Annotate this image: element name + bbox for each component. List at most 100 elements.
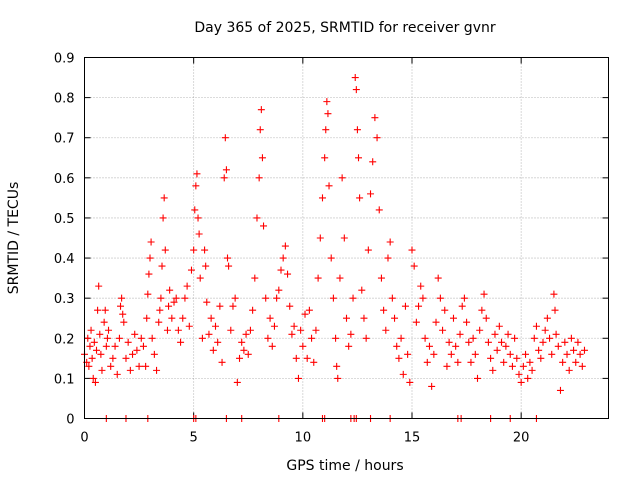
data-point <box>277 266 285 274</box>
data-point <box>511 334 519 342</box>
data-point <box>139 342 147 350</box>
data-point <box>445 338 453 346</box>
data-point <box>205 330 213 338</box>
data-point <box>336 274 344 282</box>
data-point <box>100 318 108 326</box>
data-point <box>192 182 200 190</box>
data-point <box>362 334 370 342</box>
data-point <box>220 174 228 182</box>
data-point <box>163 326 171 334</box>
data-point <box>314 274 322 282</box>
data-point <box>491 330 499 338</box>
data-point <box>97 350 105 358</box>
data-point <box>214 338 222 346</box>
data-point <box>334 374 342 382</box>
data-point <box>157 294 165 302</box>
data-point <box>84 334 92 342</box>
data-point <box>428 382 436 390</box>
data-point <box>270 322 278 330</box>
data-point <box>91 378 99 386</box>
data-point <box>155 318 163 326</box>
data-point <box>165 302 173 310</box>
data-point <box>129 350 137 358</box>
data-point <box>181 294 189 302</box>
data-point <box>251 274 259 282</box>
data-point <box>323 98 331 106</box>
data-point <box>187 266 195 274</box>
data-point <box>338 174 346 182</box>
data-point <box>249 306 257 314</box>
y-tick-label: 0 <box>66 413 74 428</box>
data-point <box>146 254 154 262</box>
data-point <box>382 326 390 334</box>
data-point <box>244 350 252 358</box>
data-point <box>229 302 237 310</box>
data-point <box>572 358 580 366</box>
data-point <box>260 222 268 230</box>
data-point <box>203 298 211 306</box>
data-point <box>415 302 423 310</box>
data-point <box>410 262 418 270</box>
data-point <box>137 334 145 342</box>
data-point <box>421 334 429 342</box>
data-point <box>256 126 264 134</box>
data-point <box>242 330 250 338</box>
y-tick-labels: 0 0.1 0.2 0.3 0.4 0.5 0.6 0.7 0.8 0.9 <box>54 52 75 428</box>
data-point <box>561 338 569 346</box>
data-point <box>369 158 377 166</box>
data-point <box>324 110 332 118</box>
data-point <box>168 314 176 322</box>
data-point <box>349 294 357 302</box>
data-point <box>471 350 479 358</box>
data-point <box>194 214 202 222</box>
data-point <box>580 346 588 354</box>
data-point <box>105 326 113 334</box>
data-point <box>131 330 139 338</box>
data-point <box>367 190 375 198</box>
data-point <box>95 282 103 290</box>
data-points <box>81 74 588 422</box>
data-point <box>482 314 490 322</box>
data-point <box>222 166 230 174</box>
data-point <box>124 338 132 346</box>
data-point <box>456 330 464 338</box>
data-point <box>308 334 316 342</box>
data-point <box>401 302 409 310</box>
data-point <box>98 366 106 374</box>
data-point <box>303 354 311 362</box>
data-point <box>432 318 440 326</box>
data-point <box>467 358 475 366</box>
data-point <box>109 354 117 362</box>
data-point <box>111 342 119 350</box>
data-point <box>126 366 134 374</box>
data-point <box>425 342 433 350</box>
data-point <box>103 334 111 342</box>
data-point <box>352 86 360 94</box>
data-point <box>102 342 110 350</box>
data-point <box>221 134 229 142</box>
data-point <box>441 306 449 314</box>
data-point <box>233 378 241 386</box>
data-point <box>156 306 164 314</box>
y-tick-label: 0.4 <box>54 252 75 267</box>
data-point <box>353 126 361 134</box>
data-point <box>268 342 276 350</box>
data-point <box>231 294 239 302</box>
data-point <box>513 354 521 362</box>
data-point <box>88 354 96 362</box>
data-point <box>161 246 169 254</box>
x-tick-label: 20 <box>513 431 530 446</box>
data-point <box>273 294 281 302</box>
data-point <box>201 246 209 254</box>
data-point <box>340 234 348 242</box>
data-point <box>294 374 302 382</box>
y-tick-label: 0.8 <box>54 92 75 107</box>
data-point <box>356 194 364 202</box>
data-point <box>329 294 337 302</box>
data-point <box>515 370 523 378</box>
data-point <box>377 274 385 282</box>
data-point <box>89 374 97 382</box>
data-point <box>262 294 270 302</box>
data-point <box>212 322 219 330</box>
data-point <box>316 234 324 242</box>
